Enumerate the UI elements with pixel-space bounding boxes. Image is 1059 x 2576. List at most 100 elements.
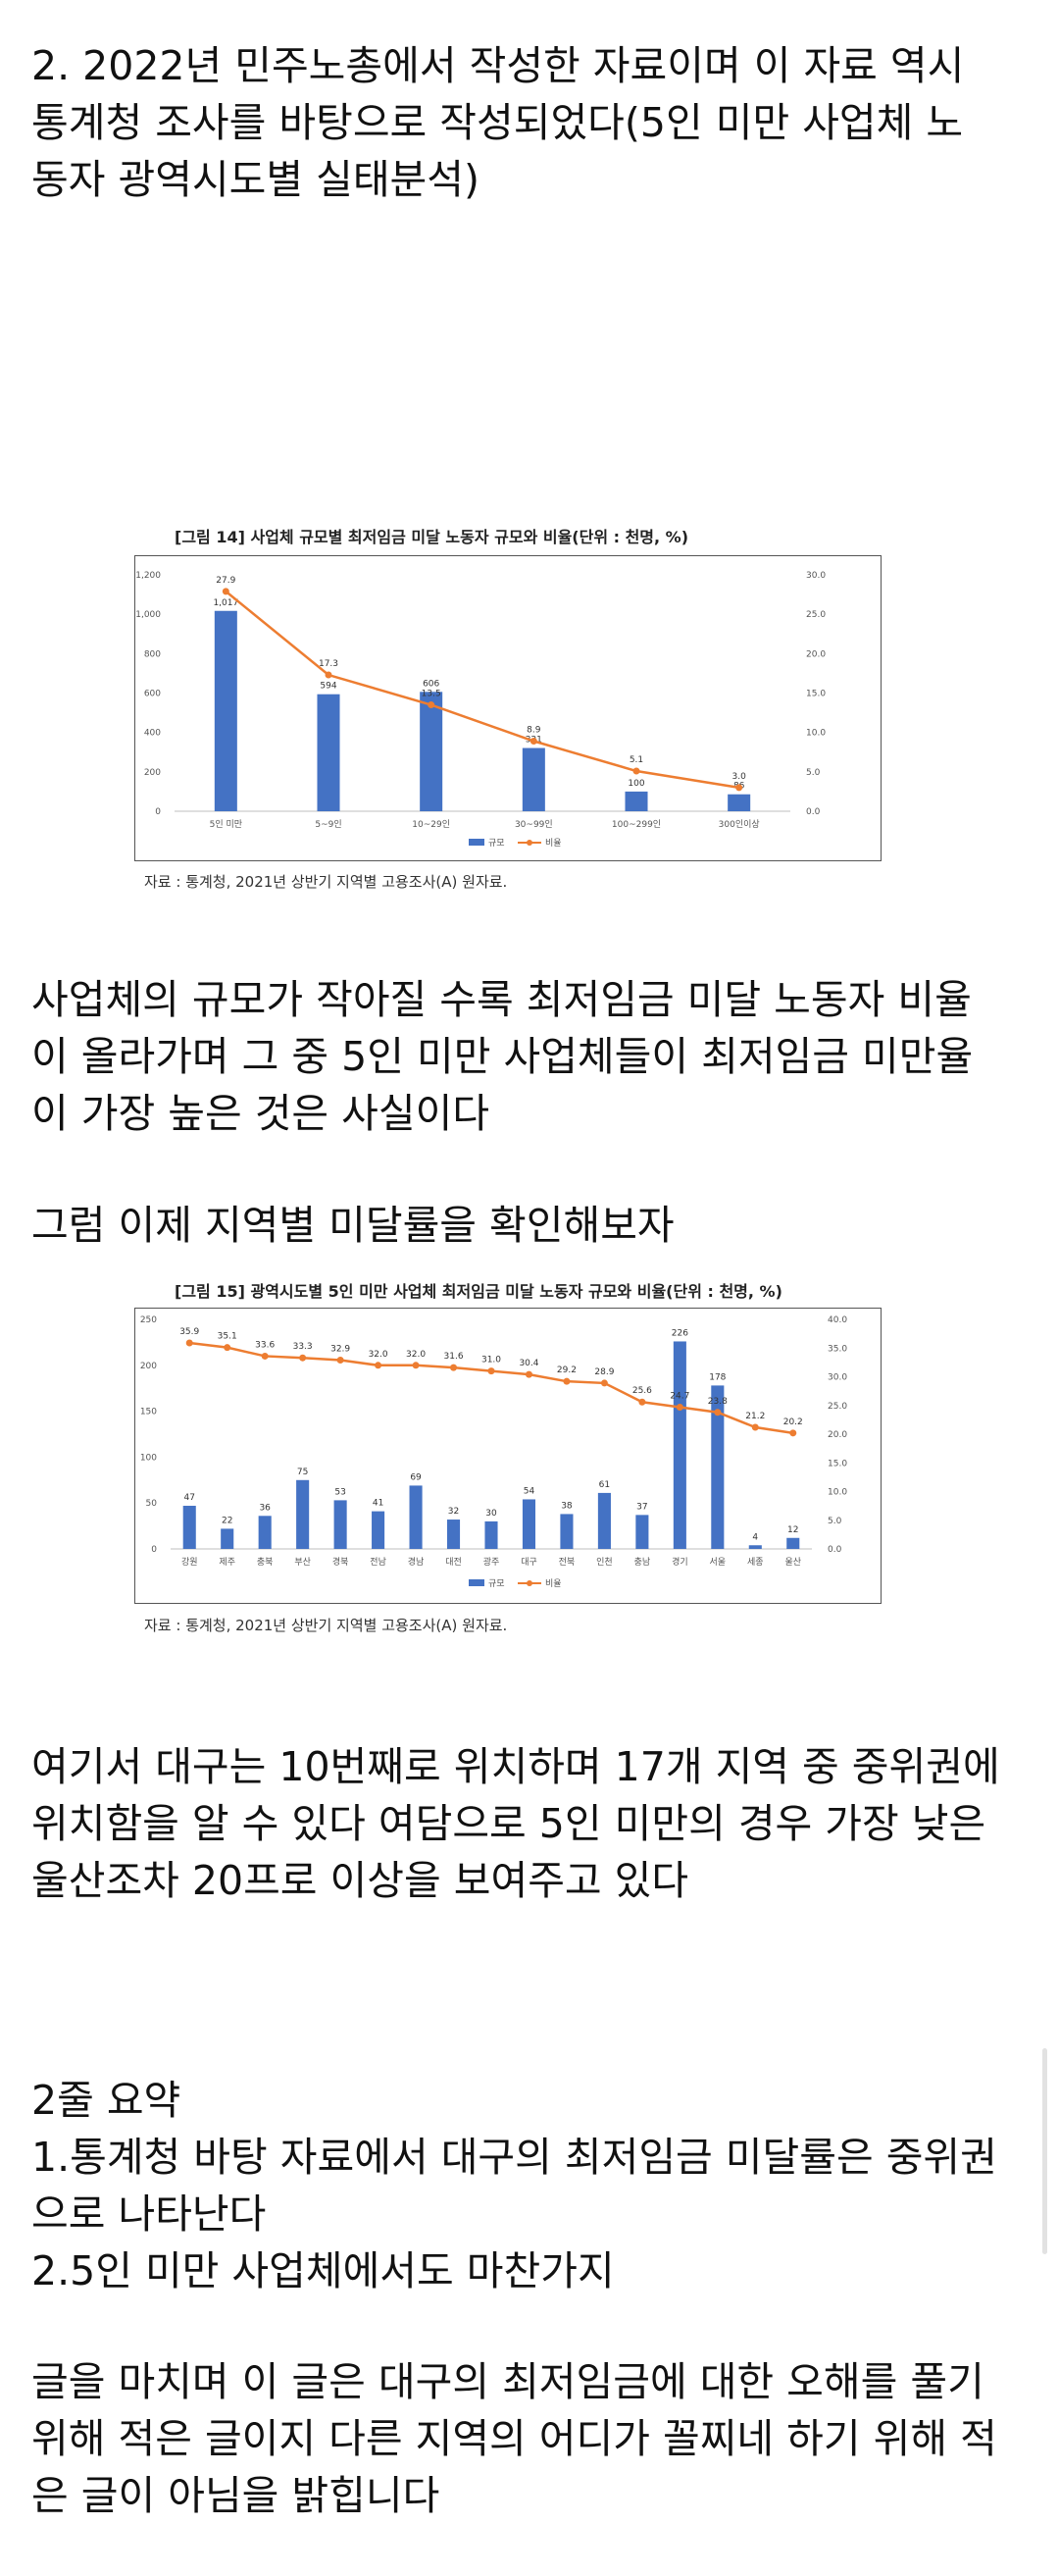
x-tick-label: 경북 [332, 1556, 349, 1568]
x-tick-label: 대구 [521, 1557, 537, 1568]
rate-value-label: 29.2 [557, 1365, 577, 1375]
y-right-tick-label: 35.0 [828, 1344, 847, 1354]
rate-value-label: 35.1 [218, 1332, 237, 1342]
y-left-tick-label: 0 [155, 807, 161, 817]
y-left-tick-label: 150 [140, 1408, 157, 1417]
chart-bar [420, 692, 443, 811]
x-tick-label: 100~299인 [612, 819, 661, 830]
figure-15-source: 자료 : 통계청, 2021년 상반기 지역별 고용조사(A) 원자료. [144, 1617, 508, 1634]
chart-bar [711, 1385, 725, 1549]
bar-value-label: 38 [561, 1501, 573, 1511]
y-right-tick-label: 30.0 [806, 571, 826, 581]
bar-value-label: 54 [524, 1486, 535, 1496]
rate-value-label: 28.9 [594, 1367, 614, 1377]
rate-line [225, 590, 739, 790]
figure-14-svg: 0 200 400 600 800 1,000 1,200 0.0 5.0 10.0 15.0 20.… [135, 571, 826, 849]
x-tick-label: 충남 [634, 1557, 651, 1568]
closing-paragraph: 글을 마치며 이 글은 대구의 최저임금에 대한 오해를 풀기 위해 적은 글이지… [31, 2353, 1022, 2524]
rate-value-label: 31.6 [444, 1352, 464, 1362]
y-left-tick-label: 200 [140, 1362, 157, 1371]
rate-value-label: 32.0 [406, 1350, 426, 1360]
rate-point [412, 1362, 420, 1369]
bar-value-label: 226 [672, 1328, 688, 1338]
y-right-tick-label: 10.0 [828, 1488, 847, 1498]
x-tick-label: 광주 [483, 1556, 500, 1568]
x-tick-label: 인천 [596, 1557, 613, 1568]
text-line: 사업체의 규모가 작아질 수록 최저임금 미달 노동자 비율 [31, 976, 972, 1023]
text-line: 이 올라가며 그 중 5인 미만 사업체들이 최저임금 미만율 [31, 1033, 974, 1080]
rate-value-label: 23.8 [708, 1397, 728, 1407]
figure-14-title: [그림 14] 사업체 규모별 최저임금 미달 노동자 규모와 비율(단위 : … [175, 528, 689, 546]
x-tick-label: 서울 [710, 1557, 727, 1568]
chart-bar [522, 1499, 536, 1549]
text-line: 여기서 대구는 10번째로 위치하며 17개 지역 중 중위권에 [31, 1743, 1000, 1790]
legend-bar-swatch [469, 839, 484, 846]
rate-value-label: 25.6 [632, 1386, 652, 1396]
text-line: 이 가장 높은 것은 사실이다 [31, 1090, 490, 1137]
figure-15-svg: 0 50 100 150 200 250 0.0 5.0 10.0 15.0 20.0 25.0 30.… [140, 1315, 848, 1589]
chart-bar [296, 1479, 310, 1549]
bar-value-label: 1,017 [213, 598, 238, 608]
daegu-paragraph: 여기서 대구는 10번째로 위치하며 17개 지역 중 중위권에 위치함을 알 수… [31, 1738, 1022, 1909]
y-right-tick-label: 25.0 [828, 1402, 847, 1412]
rate-value-label: 33.3 [293, 1342, 313, 1352]
x-tick-label: 전남 [370, 1557, 386, 1568]
text-line: 1.통계청 바탕 자료에서 대구의 최저임금 미달률은 중위권 [31, 2134, 997, 2181]
scrollbar[interactable] [1042, 2048, 1047, 2254]
rate-point [714, 1409, 722, 1417]
y-left-tick-label: 50 [146, 1499, 158, 1509]
text-line: 으로 나타난다 [31, 2190, 267, 2238]
bar-value-label: 69 [410, 1472, 422, 1482]
chart-bar [221, 1528, 234, 1549]
y-right-tick-label: 20.0 [806, 649, 826, 659]
rate-point [600, 1379, 608, 1387]
y-right-tick-label: 5.0 [806, 768, 821, 778]
rate-value-label: 33.6 [255, 1340, 275, 1350]
x-tick-label: 충북 [257, 1557, 274, 1568]
y-right-tick-label: 25.0 [806, 610, 826, 620]
x-tick-label: 300인이상 [719, 819, 760, 830]
legend-bar-label: 규모 [488, 838, 505, 849]
rate-point [375, 1362, 382, 1369]
bar-value-label: 47 [184, 1493, 195, 1503]
text-line: 그럼 이제 지역별 미달률을 확인해보자 [31, 1202, 675, 1249]
text-line: 동자 광역시도별 실태분석) [31, 156, 479, 203]
rate-value-label: 31.0 [481, 1356, 501, 1365]
y-left-tick-label: 400 [144, 729, 161, 739]
rate-point [487, 1367, 495, 1375]
y-left-tick-label: 100 [140, 1453, 157, 1463]
figure-14-chart: 0 200 400 600 800 1,000 1,200 0.0 5.0 10.0 15.0 20.… [134, 555, 882, 861]
rate-point [450, 1364, 458, 1371]
chart-bar [673, 1341, 686, 1549]
text-line: 울산조차 20프로 이상을 보여주고 있다 [31, 1857, 689, 1904]
y-left-tick-label: 800 [144, 649, 161, 659]
rate-value-label: 20.2 [783, 1417, 803, 1427]
y-right-tick-label: 20.0 [828, 1430, 847, 1440]
bar-value-label: 4 [752, 1532, 758, 1542]
chart-bar [214, 610, 237, 811]
x-tick-label: 5인 미만 [210, 819, 242, 830]
rate-value-label: 8.9 [527, 726, 541, 736]
rate-point [299, 1354, 307, 1362]
chart-bar [484, 1520, 498, 1549]
chart-bar [728, 794, 751, 811]
rate-point [185, 1339, 193, 1347]
bar-value-label: 100 [628, 779, 644, 789]
bar-value-label: 41 [373, 1499, 383, 1509]
y-right-tick-label: 30.0 [828, 1373, 847, 1383]
bar-value-label: 22 [222, 1516, 232, 1525]
chart-bar [522, 747, 545, 811]
x-tick-label: 울산 [784, 1557, 801, 1568]
chart-bar [597, 1492, 611, 1549]
x-tick-label: 대전 [445, 1557, 462, 1568]
rate-value-label: 27.9 [216, 576, 235, 586]
text-line: 2.5인 미만 사업체에서도 마찬가지 [31, 2247, 615, 2294]
chart-bar [748, 1545, 762, 1549]
figure-14-source: 자료 : 통계청, 2021년 상반기 지역별 고용조사(A) 원자료. [144, 873, 508, 891]
chart-bar [258, 1516, 272, 1549]
rate-point [530, 738, 537, 746]
rate-point [676, 1404, 683, 1412]
rate-point [632, 767, 640, 775]
chart-bar [409, 1485, 423, 1549]
